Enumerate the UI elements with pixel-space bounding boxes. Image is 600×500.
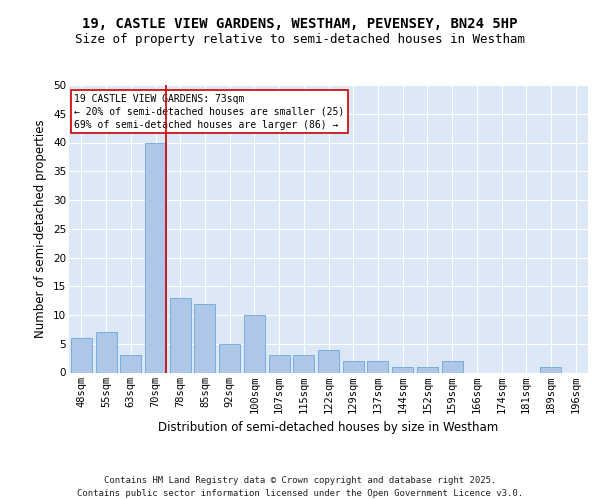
Bar: [120, 355, 141, 372]
Text: 19, CASTLE VIEW GARDENS, WESTHAM, PEVENSEY, BN24 5HP: 19, CASTLE VIEW GARDENS, WESTHAM, PEVENS…: [82, 18, 518, 32]
Bar: [269, 355, 290, 372]
Text: Contains HM Land Registry data © Crown copyright and database right 2025.
Contai: Contains HM Land Registry data © Crown c…: [77, 476, 523, 498]
Bar: [244, 315, 265, 372]
Bar: [95, 332, 116, 372]
Bar: [343, 361, 364, 372]
X-axis label: Distribution of semi-detached houses by size in Westham: Distribution of semi-detached houses by …: [158, 421, 499, 434]
Text: Size of property relative to semi-detached houses in Westham: Size of property relative to semi-detach…: [75, 32, 525, 46]
Y-axis label: Number of semi-detached properties: Number of semi-detached properties: [34, 120, 47, 338]
Bar: [219, 344, 240, 372]
Text: 19 CASTLE VIEW GARDENS: 73sqm
← 20% of semi-detached houses are smaller (25)
69%: 19 CASTLE VIEW GARDENS: 73sqm ← 20% of s…: [74, 94, 344, 130]
Bar: [318, 350, 339, 372]
Bar: [392, 367, 413, 372]
Bar: [541, 367, 562, 372]
Bar: [170, 298, 191, 372]
Bar: [71, 338, 92, 372]
Bar: [194, 304, 215, 372]
Bar: [442, 361, 463, 372]
Bar: [367, 361, 388, 372]
Bar: [293, 355, 314, 372]
Bar: [417, 367, 438, 372]
Bar: [145, 142, 166, 372]
